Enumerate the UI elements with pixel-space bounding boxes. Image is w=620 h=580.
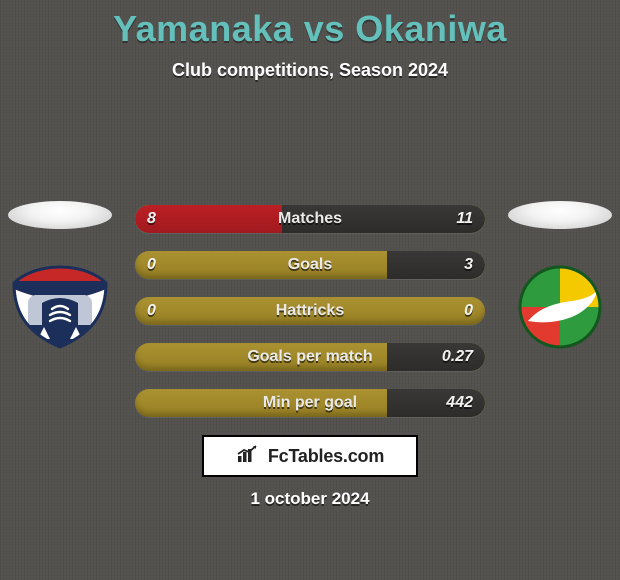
player-right-photo-placeholder bbox=[508, 201, 612, 229]
stat-value-left: 0 bbox=[147, 256, 156, 274]
stat-row: 0 0Hattricks bbox=[135, 297, 485, 325]
stat-row: 811Matches bbox=[135, 205, 485, 233]
branding-text: FcTables.com bbox=[268, 446, 384, 467]
stat-value-right: 0 bbox=[464, 302, 473, 320]
stat-row: 0.27Goals per match bbox=[135, 343, 485, 371]
stat-bars: 811Matches03Goals00Hattricks0.27Goals pe… bbox=[135, 205, 485, 417]
stat-fill-right bbox=[282, 205, 485, 233]
stat-fill-right bbox=[387, 343, 485, 371]
branding-chart-icon bbox=[236, 444, 262, 469]
stat-value-left: 0 bbox=[147, 302, 156, 320]
stat-row: 442Min per goal bbox=[135, 389, 485, 417]
player-left-column bbox=[0, 187, 120, 349]
player-left-photo-placeholder bbox=[8, 201, 112, 229]
branding-box: FcTables.com bbox=[202, 435, 418, 477]
stat-fill-left bbox=[135, 205, 282, 233]
player-left-crest bbox=[10, 265, 110, 349]
stat-fill-right bbox=[387, 389, 485, 417]
player-right-crest bbox=[510, 265, 610, 349]
stat-row: 03Goals bbox=[135, 251, 485, 279]
stat-fill-right bbox=[387, 251, 485, 279]
page-subtitle: Club competitions, Season 2024 bbox=[0, 60, 620, 81]
stat-label: Hattricks bbox=[135, 302, 485, 320]
page-title: Yamanaka vs Okaniwa bbox=[0, 0, 620, 50]
player-right-column bbox=[500, 187, 620, 349]
footer-date: 1 october 2024 bbox=[0, 489, 620, 509]
